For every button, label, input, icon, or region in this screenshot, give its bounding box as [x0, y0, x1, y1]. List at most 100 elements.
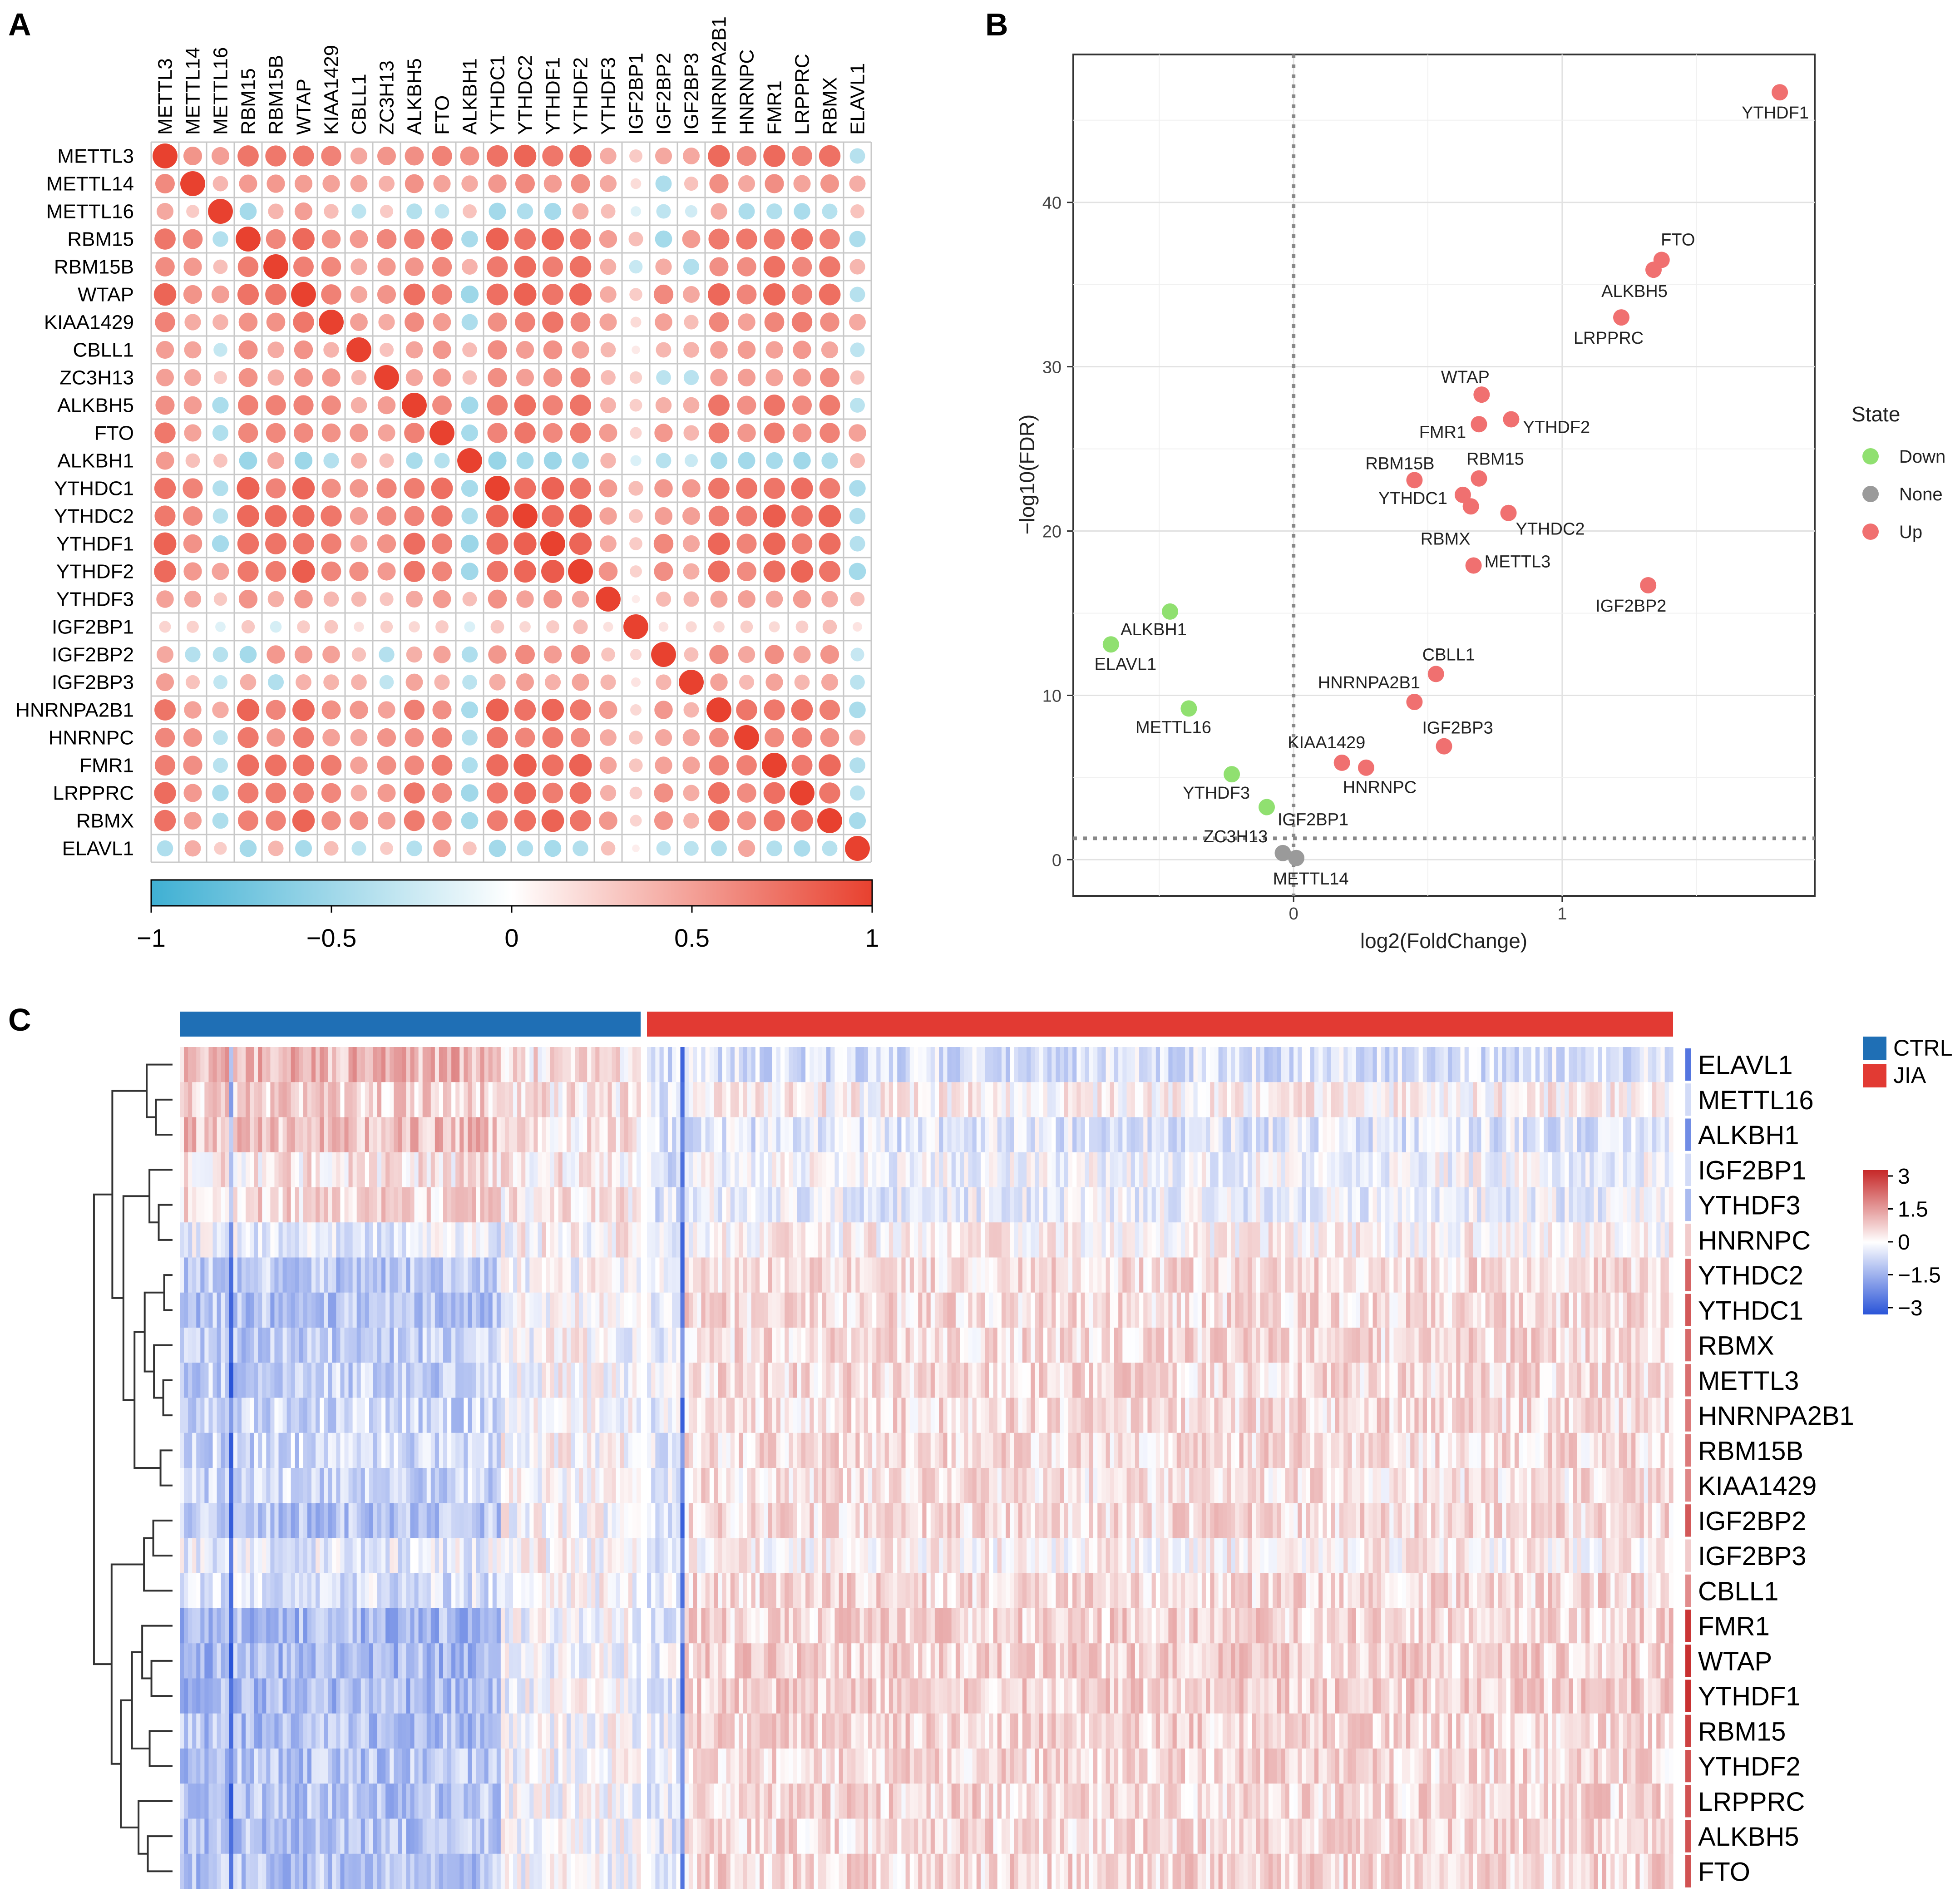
- corr-dot-ythdf1-mettl14: [183, 534, 202, 553]
- heat-cell: [620, 1292, 625, 1328]
- heat-cell: [655, 1398, 660, 1433]
- heat-cell: [739, 1047, 743, 1082]
- corr-dot-ythdf3-fto: [433, 590, 451, 608]
- heat-cell: [1289, 1047, 1294, 1082]
- corr-dot-igf2bp3-wtap: [296, 674, 311, 690]
- heat-cell: [1502, 1152, 1507, 1188]
- heat-cell: [402, 1117, 407, 1153]
- heat-cell: [1669, 1082, 1674, 1118]
- heat-cell: [868, 1222, 873, 1258]
- corr-dot-ythdf2-wtap: [292, 560, 315, 583]
- heat-cell: [562, 1328, 567, 1363]
- heat-cell: [1360, 1082, 1365, 1118]
- corr-dot-fto-mettl14: [184, 424, 202, 442]
- corr-dot-elavl1-elavl1: [845, 836, 870, 861]
- heat-cell: [394, 1152, 398, 1188]
- heat-cell: [439, 1363, 444, 1398]
- heat-cell: [1519, 1082, 1523, 1118]
- heat-cell: [1085, 1117, 1090, 1153]
- heat-cell: [221, 1363, 226, 1398]
- heat-cell: [726, 1257, 731, 1293]
- corr-dot-ythdf2-igf2bp3: [683, 563, 700, 580]
- heat-cell: [934, 1187, 939, 1223]
- heat-cell: [1306, 1152, 1311, 1188]
- heat-cell: [814, 1398, 819, 1433]
- heat-cell: [270, 1222, 275, 1258]
- heat-cell: [1544, 1398, 1548, 1433]
- heat-cell: [579, 1047, 583, 1082]
- heat-cell: [889, 1117, 894, 1153]
- heat-cell: [464, 1257, 468, 1293]
- heat-cell: [667, 1117, 672, 1153]
- heat-cell: [909, 1363, 914, 1398]
- heat-cell: [266, 1117, 271, 1153]
- heat-cell: [443, 1047, 448, 1082]
- heat-cell: [1364, 1222, 1369, 1258]
- corr-dot-ythdc2-wtap: [292, 505, 315, 527]
- heat-cell: [1447, 1328, 1452, 1363]
- heat-cell: [1606, 1082, 1611, 1118]
- corr-dot-rbm15-zc3h13: [376, 229, 397, 249]
- heat-cell: [258, 1222, 262, 1258]
- heat-cell: [426, 1328, 431, 1363]
- heat-cell: [1473, 1082, 1477, 1118]
- heat-cell: [385, 1082, 390, 1118]
- heat-cell: [993, 1292, 998, 1328]
- heat-cell: [810, 1328, 815, 1363]
- corr-col-label-igf2bp3: IGF2BP3: [681, 53, 703, 135]
- heat-cell: [192, 1117, 197, 1153]
- corr-dot-rbm15-lrpprc: [791, 228, 813, 250]
- heat-cell: [464, 1187, 468, 1223]
- heat-cell: [1377, 1292, 1382, 1328]
- heat-cell: [897, 1152, 902, 1188]
- heat-cell: [730, 1328, 735, 1363]
- heat-cell: [1143, 1082, 1148, 1118]
- heat-cell: [1352, 1152, 1357, 1188]
- heat-cell: [876, 1047, 881, 1082]
- heat-cell: [542, 1398, 547, 1433]
- heat-cell: [266, 1082, 271, 1118]
- heat-cell: [1039, 1117, 1044, 1153]
- heat-cell: [443, 1152, 448, 1188]
- heat-cell: [504, 1082, 509, 1118]
- heat-cell: [1569, 1222, 1574, 1258]
- heat-cell: [1535, 1257, 1540, 1293]
- heat-cell: [1235, 1047, 1240, 1082]
- heat-cell: [1544, 1328, 1548, 1363]
- heat-cell: [739, 1187, 743, 1223]
- heat-cell: [676, 1292, 681, 1328]
- heat-cell: [1402, 1328, 1407, 1363]
- heat-cell: [709, 1082, 714, 1118]
- heat-cell: [1614, 1257, 1619, 1293]
- corr-dot-mettl16-alkbh1: [463, 204, 477, 218]
- heat-cell: [286, 1433, 291, 1468]
- heat-cell: [793, 1363, 798, 1398]
- heat-cell: [880, 1152, 885, 1188]
- corr-dot-zc3h13-cbll1: [351, 370, 367, 385]
- corr-dot-ythdf1-hnrnpa2b1: [707, 532, 731, 555]
- heat-cell: [884, 1082, 889, 1118]
- heat-cell: [968, 1047, 973, 1082]
- corr-dot-hnrnpa2b1-fmr1: [764, 699, 785, 721]
- heat-cell: [693, 1433, 697, 1468]
- heat-cell: [1014, 1117, 1019, 1153]
- heat-cell: [884, 1328, 889, 1363]
- heat-cell: [1143, 1363, 1148, 1398]
- heat-cell: [1414, 1363, 1419, 1398]
- heat-cell: [513, 1152, 518, 1188]
- heat-cell: [233, 1222, 238, 1258]
- heat-cell: [1489, 1257, 1494, 1293]
- point-igf2bp1: [1259, 799, 1275, 815]
- heat-cell: [1110, 1292, 1115, 1328]
- heat-cell: [1097, 1222, 1102, 1258]
- corr-dot-igf2bp2-rbmx: [820, 645, 839, 664]
- heat-cell: [818, 1398, 823, 1433]
- heat-cell: [1540, 1047, 1544, 1082]
- heat-cell: [1176, 1257, 1181, 1293]
- heat-cell: [1226, 1187, 1231, 1223]
- heat-cell: [1018, 1292, 1023, 1328]
- corr-dot-ythdf1-hnrnpc: [736, 534, 757, 554]
- heat-cell: [1377, 1363, 1382, 1398]
- heat-cell: [884, 1187, 889, 1223]
- heat-cell: [1206, 1047, 1210, 1082]
